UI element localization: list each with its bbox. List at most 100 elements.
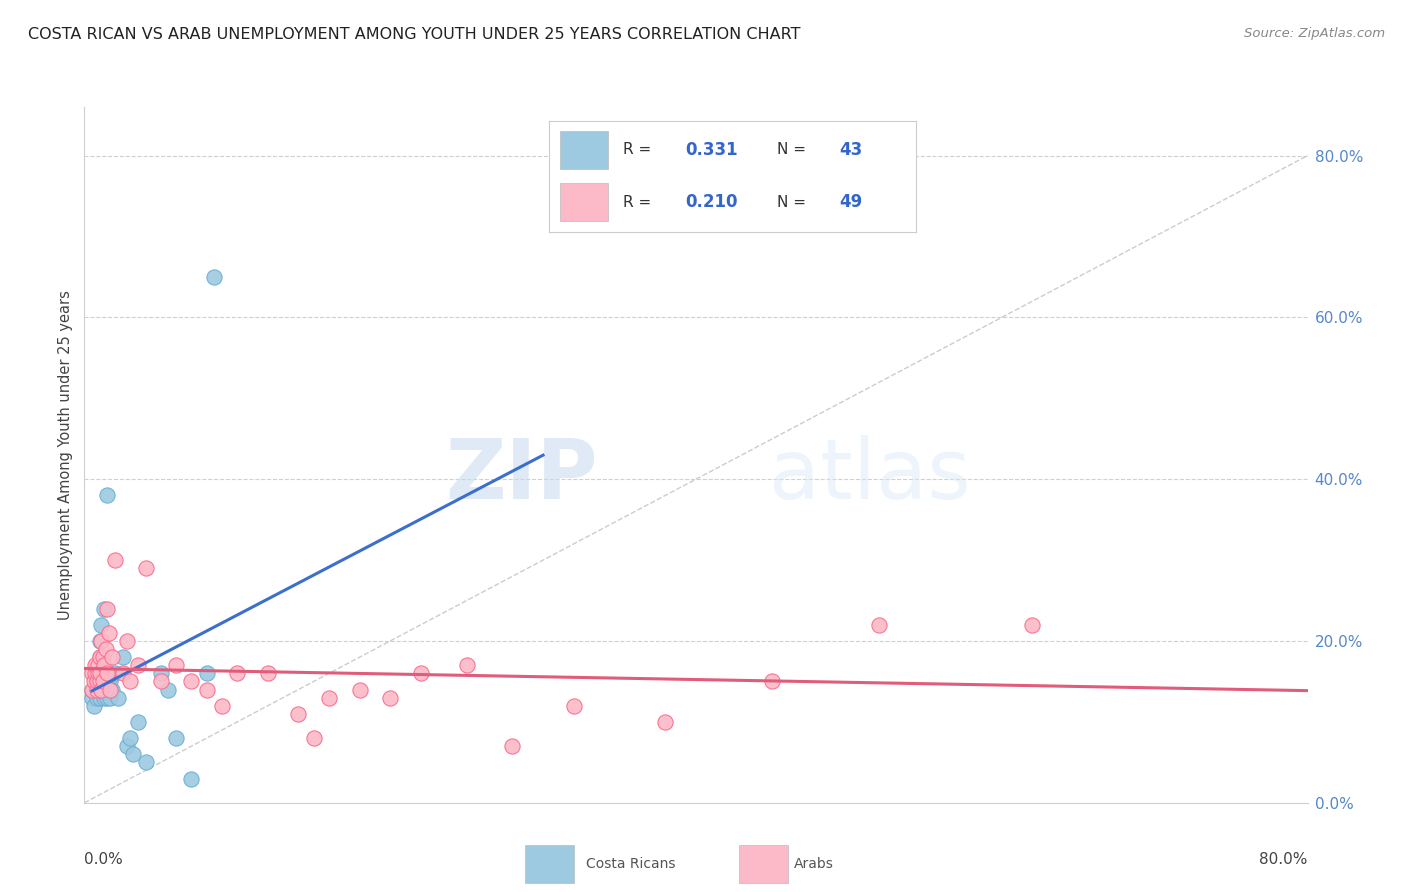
Point (90, 682, 112, 697)
Point (180, 674, 202, 689)
Point (149, 674, 172, 689)
Point (93, 658, 115, 673)
Point (869, 617, 891, 632)
Point (87, 658, 110, 673)
Point (87, 666, 110, 681)
Point (84, 682, 107, 697)
FancyBboxPatch shape (560, 131, 607, 169)
Text: 49: 49 (839, 194, 862, 211)
Text: 80.0%: 80.0% (1260, 852, 1308, 866)
Point (98, 674, 121, 689)
Point (107, 690, 129, 705)
Text: 0.0%: 0.0% (84, 852, 124, 866)
Point (86, 674, 108, 689)
Point (195, 682, 218, 697)
Point (157, 682, 180, 697)
Point (90, 617, 112, 632)
Point (86, 682, 108, 697)
Point (93, 674, 115, 689)
Point (211, 698, 233, 713)
Point (127, 714, 149, 729)
Text: Arabs: Arabs (794, 857, 834, 871)
Point (96, 601, 118, 615)
Point (89, 634, 111, 648)
Point (87, 682, 110, 697)
Point (90, 674, 112, 689)
Point (87, 666, 110, 681)
Point (91, 682, 114, 697)
Point (98, 690, 121, 705)
Point (90, 634, 112, 648)
Point (761, 674, 783, 689)
Point (318, 690, 340, 705)
Point (93, 601, 115, 615)
Point (302, 731, 325, 745)
Point (349, 682, 371, 697)
Text: N =: N = (776, 143, 811, 157)
Point (226, 666, 249, 681)
FancyBboxPatch shape (560, 183, 607, 221)
Point (115, 634, 138, 648)
Text: atlas: atlas (769, 435, 972, 516)
Text: ZIP: ZIP (446, 435, 598, 516)
Point (89, 674, 111, 689)
Point (456, 658, 478, 673)
Text: R =: R = (623, 143, 655, 157)
Point (94, 642, 117, 657)
Text: Source: ZipAtlas.com: Source: ZipAtlas.com (1244, 27, 1385, 40)
Point (84, 674, 107, 689)
Text: 43: 43 (839, 141, 862, 159)
Point (165, 658, 187, 673)
Point (111, 666, 134, 681)
Point (409, 666, 432, 681)
Point (101, 682, 124, 697)
Point (80, 682, 103, 697)
Point (101, 650, 124, 665)
Point (96, 674, 118, 689)
Text: 0.331: 0.331 (685, 141, 738, 159)
Point (115, 739, 138, 754)
Point (97, 682, 120, 697)
Point (91, 666, 114, 681)
Point (91, 650, 114, 665)
Point (104, 666, 127, 681)
Point (195, 666, 218, 681)
Point (165, 731, 187, 745)
Point (202, 269, 225, 284)
Point (135, 561, 157, 575)
Point (287, 706, 309, 721)
Point (86, 666, 108, 681)
Point (87, 674, 110, 689)
Point (96, 666, 118, 681)
Point (122, 747, 145, 762)
Point (80, 682, 103, 697)
Point (91, 674, 114, 689)
Point (93, 690, 115, 705)
Point (89, 666, 111, 681)
Point (257, 666, 280, 681)
Point (104, 553, 127, 567)
Point (89, 650, 111, 665)
Point (96, 488, 118, 502)
Point (149, 666, 172, 681)
Point (562, 698, 585, 713)
Point (89, 690, 111, 705)
Point (89, 674, 111, 689)
Text: 0.210: 0.210 (685, 194, 738, 211)
Point (1021, 617, 1043, 632)
Point (80, 690, 103, 705)
Point (84, 658, 107, 673)
Point (80, 666, 103, 681)
Point (180, 772, 202, 786)
Point (380, 690, 402, 705)
Text: R =: R = (623, 194, 655, 210)
Point (135, 756, 157, 770)
Point (98, 682, 121, 697)
Point (83, 698, 105, 713)
Y-axis label: Unemployment Among Youth under 25 years: Unemployment Among Youth under 25 years (58, 290, 73, 620)
FancyBboxPatch shape (738, 845, 787, 883)
Point (89, 650, 111, 665)
Text: N =: N = (776, 194, 811, 210)
Point (86, 690, 108, 705)
Point (97, 626, 120, 640)
